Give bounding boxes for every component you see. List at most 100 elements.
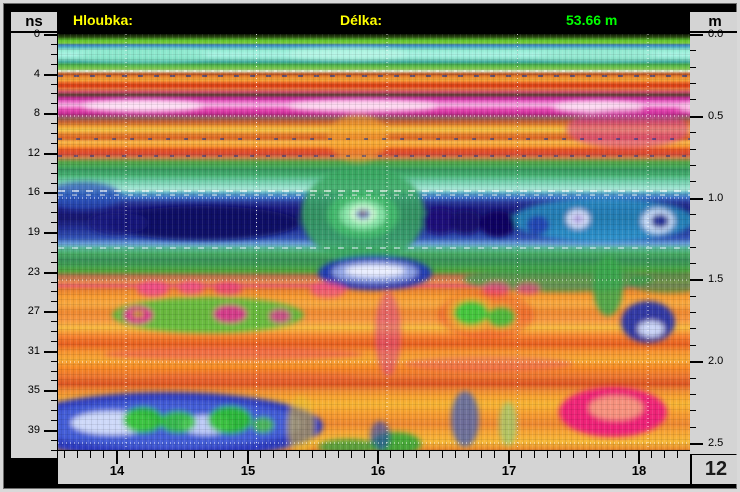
minor-tick bbox=[547, 451, 548, 458]
tick-label: 15 bbox=[240, 463, 256, 478]
major-tick bbox=[44, 153, 57, 155]
minor-tick bbox=[690, 263, 696, 264]
major-tick bbox=[690, 279, 703, 281]
minor-tick bbox=[534, 451, 535, 458]
minor-tick bbox=[351, 451, 352, 458]
major-tick bbox=[44, 272, 57, 274]
minor-tick bbox=[690, 165, 696, 166]
minor-tick bbox=[573, 451, 574, 458]
minor-tick bbox=[429, 451, 430, 458]
minor-tick bbox=[51, 301, 57, 302]
major-tick bbox=[44, 430, 57, 432]
minor-tick bbox=[455, 451, 456, 458]
tick-label: 35 bbox=[27, 384, 40, 396]
minor-tick bbox=[51, 361, 57, 362]
minor-tick bbox=[468, 451, 469, 458]
time-axis-unit: ns bbox=[11, 12, 57, 33]
minor-tick bbox=[690, 394, 696, 395]
minor-tick bbox=[51, 133, 57, 134]
minor-tick bbox=[690, 214, 696, 215]
major-tick bbox=[690, 361, 703, 363]
minor-tick bbox=[51, 64, 57, 65]
minor-tick bbox=[51, 183, 57, 184]
minor-tick bbox=[612, 451, 613, 458]
tick-label: 0.0 bbox=[708, 28, 724, 40]
tick-label: 1.0 bbox=[708, 192, 724, 204]
minor-tick bbox=[299, 451, 300, 458]
tick-label: 0.5 bbox=[708, 110, 724, 122]
minor-tick bbox=[312, 451, 313, 458]
radargram-canvas[interactable] bbox=[58, 34, 690, 450]
tick-label: 27 bbox=[27, 305, 40, 317]
major-tick bbox=[44, 390, 57, 392]
minor-tick bbox=[51, 222, 57, 223]
minor-tick bbox=[51, 252, 57, 253]
minor-tick bbox=[481, 451, 482, 458]
tick-label: 31 bbox=[27, 345, 40, 357]
minor-tick bbox=[664, 451, 665, 458]
minor-tick bbox=[51, 440, 57, 441]
minor-tick bbox=[690, 181, 696, 182]
minor-tick bbox=[690, 427, 696, 428]
major-tick bbox=[247, 451, 249, 464]
minor-tick bbox=[207, 451, 208, 458]
minor-tick bbox=[690, 247, 696, 248]
minor-tick bbox=[51, 410, 57, 411]
time-axis-ruler: ns 0 4 8 12 16 19 23 27 31 35 39 bbox=[11, 12, 57, 458]
minor-tick bbox=[364, 451, 365, 458]
major-tick bbox=[44, 113, 57, 115]
tick-label: 17 bbox=[501, 463, 517, 478]
minor-tick bbox=[690, 378, 696, 379]
major-tick bbox=[44, 34, 57, 36]
minor-tick bbox=[77, 451, 78, 458]
minor-tick bbox=[494, 451, 495, 458]
minor-tick bbox=[51, 282, 57, 283]
minor-tick bbox=[51, 420, 57, 421]
minor-tick bbox=[181, 451, 182, 458]
minor-tick bbox=[51, 242, 57, 243]
minor-tick bbox=[103, 451, 104, 458]
tick-label: 16 bbox=[370, 463, 386, 478]
major-tick bbox=[508, 451, 510, 464]
minor-tick bbox=[51, 331, 57, 332]
major-tick bbox=[690, 116, 703, 118]
minor-tick bbox=[690, 410, 696, 411]
minor-tick bbox=[338, 451, 339, 458]
minor-tick bbox=[442, 451, 443, 458]
minor-tick bbox=[325, 451, 326, 458]
minor-tick bbox=[286, 451, 287, 458]
major-tick bbox=[44, 74, 57, 76]
minor-tick bbox=[677, 451, 678, 458]
minor-tick bbox=[51, 123, 57, 124]
tick-label: 12 bbox=[27, 147, 40, 159]
tick-label: 39 bbox=[27, 424, 40, 436]
major-tick bbox=[44, 192, 57, 194]
depth-axis-ruler: m 0.0 0.5 1.0 1.5 2.0 2.5 bbox=[690, 12, 737, 454]
minor-tick bbox=[586, 451, 587, 458]
tick-label: 14 bbox=[109, 463, 125, 478]
minor-tick bbox=[155, 451, 156, 458]
minor-tick bbox=[233, 451, 234, 458]
tick-label: 1.5 bbox=[708, 273, 724, 285]
minor-tick bbox=[690, 296, 696, 297]
length-value: 53.66 m bbox=[566, 12, 618, 28]
minor-tick bbox=[521, 451, 522, 458]
minor-tick bbox=[690, 99, 696, 100]
minor-tick bbox=[90, 451, 91, 458]
depth-axis-unit: m bbox=[690, 12, 737, 33]
minor-tick bbox=[51, 143, 57, 144]
major-tick bbox=[377, 451, 379, 464]
minor-tick bbox=[129, 451, 130, 458]
minor-tick bbox=[273, 451, 274, 458]
minor-tick bbox=[560, 451, 561, 458]
minor-tick bbox=[51, 54, 57, 55]
minor-tick bbox=[51, 450, 57, 451]
tick-label: 8 bbox=[33, 107, 40, 119]
minor-tick bbox=[690, 328, 696, 329]
minor-tick bbox=[690, 345, 696, 346]
minor-tick bbox=[220, 451, 221, 458]
radargram-viewport[interactable] bbox=[58, 34, 690, 450]
minor-tick bbox=[390, 451, 391, 458]
minor-tick bbox=[168, 451, 169, 458]
